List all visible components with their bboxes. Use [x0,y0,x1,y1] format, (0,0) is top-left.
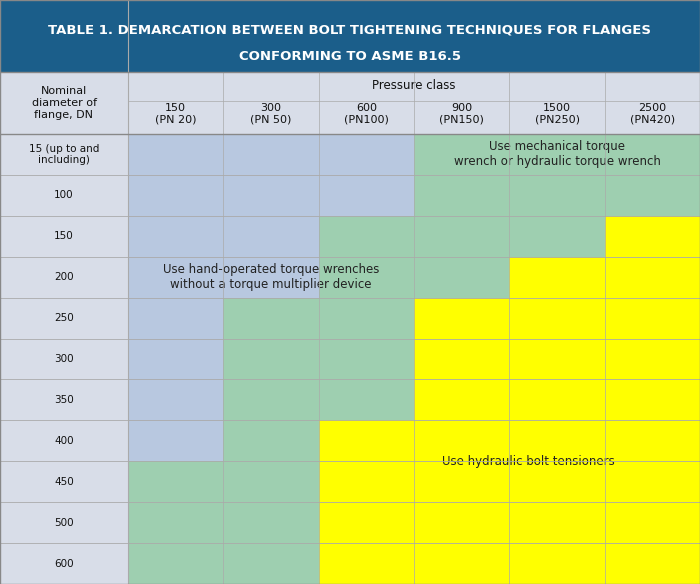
Text: 450: 450 [54,477,74,486]
Text: 150
(PN 20): 150 (PN 20) [155,103,197,124]
Text: 250: 250 [54,313,74,323]
Text: Pressure class: Pressure class [372,79,456,92]
Text: 300: 300 [54,354,74,364]
Text: Use hand-operated torque wrenches
without a torque multiplier device: Use hand-operated torque wrenches withou… [163,263,379,291]
Text: Nominal
diameter of
flange, DN: Nominal diameter of flange, DN [32,86,97,120]
Text: 600: 600 [54,558,74,569]
Text: 2500
(PN420): 2500 (PN420) [630,103,675,124]
Text: 300
(PN 50): 300 (PN 50) [251,103,292,124]
Text: 1500
(PN250): 1500 (PN250) [535,103,580,124]
Text: 500: 500 [54,517,74,527]
Text: 350: 350 [54,395,74,405]
Text: 150: 150 [54,231,74,241]
Text: CONFORMING TO ASME B16.5: CONFORMING TO ASME B16.5 [239,50,461,62]
Text: 200: 200 [54,272,74,282]
Text: 600
(PN100): 600 (PN100) [344,103,388,124]
Text: 15 (up to and
including): 15 (up to and including) [29,144,99,165]
Text: Use hydraulic bolt tensioners: Use hydraulic bolt tensioners [442,455,615,468]
Text: 400: 400 [54,436,74,446]
Text: 100: 100 [54,190,74,200]
Text: Use mechanical torque
wrench or hydraulic torque wrench: Use mechanical torque wrench or hydrauli… [454,141,660,168]
Text: 900
(PN150): 900 (PN150) [439,103,484,124]
Text: TABLE 1. DEMARCATION BETWEEN BOLT TIGHTENING TECHNIQUES FOR FLANGES: TABLE 1. DEMARCATION BETWEEN BOLT TIGHTE… [48,24,652,37]
